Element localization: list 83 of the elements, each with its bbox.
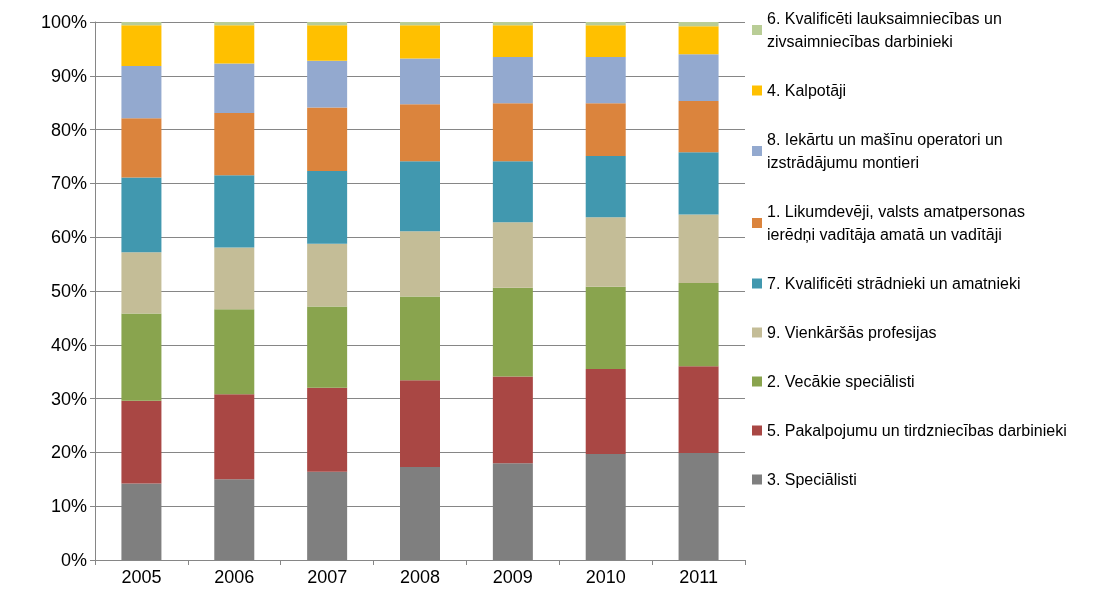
bar [492,222,533,288]
y-tick-label: 40% [50,334,87,355]
bar [307,22,348,26]
bar [585,369,626,455]
bar [121,22,162,26]
bar [492,287,533,377]
bar [214,112,255,176]
bar [492,103,533,162]
bar [214,309,255,395]
y-tick-label: 20% [50,442,87,463]
bar [678,54,719,102]
bar [585,217,626,287]
bar [214,247,255,310]
x-tick-label: 2007 [307,567,348,587]
bar [121,177,162,253]
legend-label: 7. Kvalificēti strādnieki un amatnieki [767,275,1021,292]
legend-label: 9. Vienkāršās profesijas [767,324,937,341]
bar [585,103,626,156]
bar [492,56,533,104]
bar [214,22,255,26]
bar [307,306,348,388]
y-tick-label: 10% [50,496,87,517]
bar [307,171,348,244]
bar [400,58,440,105]
bar [678,101,719,153]
bar [400,296,440,381]
bar [585,286,626,370]
legend-label: 1. Likumdevēji, valsts amatpersonas ierēdņi vadītāja amatā un vadītāji [767,203,1030,243]
y-tick-label: 90% [50,65,87,86]
bar [492,161,533,223]
y-tick-label: 50% [50,281,87,301]
bar [400,231,440,297]
bar [492,25,533,57]
x-tick-label: 2009 [492,567,533,587]
bar [307,25,348,61]
bar [678,152,719,215]
x-tick-label: 2008 [399,567,441,587]
bar [400,104,440,162]
bar [585,155,626,218]
bar [678,26,719,55]
bar [121,118,162,178]
bar [585,25,626,57]
bar [214,175,255,248]
bar [214,63,255,113]
y-tick-label: 70% [50,173,87,194]
bar [214,394,255,480]
bar [307,107,348,172]
bar [214,25,255,64]
bar [121,313,162,401]
legend-label: 5. Pakalpojumu un tirdzniecības darbinieki [767,422,1067,439]
legend-label: 3. Speciālisti [767,471,857,488]
x-tick-label: 2010 [585,567,626,587]
bar [585,22,626,26]
legend-label: 2. Vecākie speciālisti [767,373,915,390]
bar [121,66,162,119]
y-tick-label: 80% [50,119,87,140]
x-tick-label: 2006 [214,567,255,587]
bar [307,387,348,472]
x-tick-label: 2011 [679,567,718,587]
bar [400,25,440,59]
bar [121,25,162,67]
bar [585,56,626,104]
bar [121,400,162,484]
bar [678,22,719,27]
bar [121,252,162,314]
y-tick-label: 30% [50,388,87,409]
bar [678,366,719,453]
legend-label: 8. Iekārtu un mašīnu operatori un izstrādājumu montieri [767,131,1008,171]
bar [678,282,719,367]
x-tick-label: 2005 [121,567,162,587]
bar [400,161,440,232]
legend-label: 4. Kalpotāji [767,82,847,99]
bar [492,376,533,464]
bar [400,22,440,26]
legend-label: 6. Kvalificēti lauksaimniecības un zivsaimniecības darbinieki [767,10,1007,50]
bar [307,60,348,108]
bar [678,214,719,283]
y-tick-label: 60% [50,227,87,248]
bar [492,22,533,26]
bar [307,243,348,307]
y-tick-label: 100% [40,12,87,32]
y-tick-label: 0% [60,550,87,570]
bar [400,380,440,467]
